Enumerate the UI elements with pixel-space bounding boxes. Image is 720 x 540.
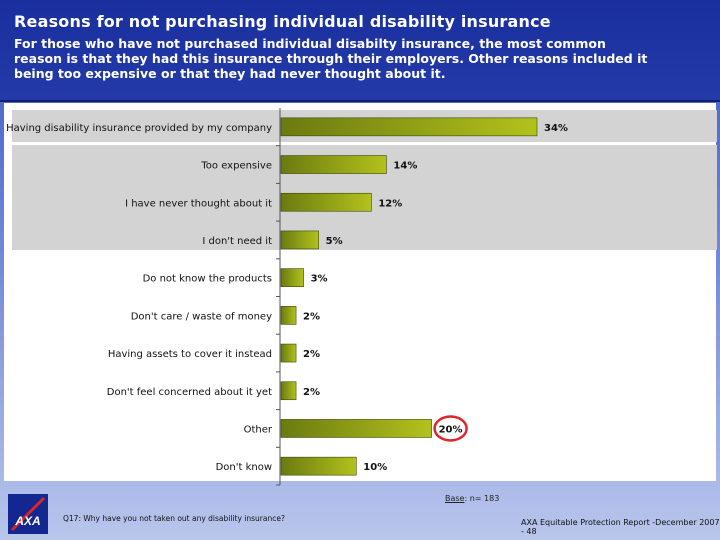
data-label: 20% [439, 424, 463, 435]
page-title: Reasons for not purchasing individual di… [14, 12, 551, 31]
category-label: Don't know [216, 462, 272, 473]
category-label: I have never thought about it [125, 198, 272, 209]
bar [280, 419, 432, 438]
category-label: Having assets to cover it instead [108, 349, 272, 360]
data-label: 12% [378, 198, 402, 209]
data-label: 10% [363, 462, 387, 473]
base-value: : n= 183 [464, 494, 500, 503]
highlight-circle [433, 415, 468, 442]
bar [280, 268, 304, 287]
bar [280, 230, 319, 250]
base-label: Base [445, 494, 465, 503]
bar [280, 456, 357, 476]
data-label: 2% [303, 311, 320, 322]
header-band: Reasons for not purchasing individual di… [0, 0, 720, 102]
data-label: 14% [393, 161, 417, 172]
category-label: Do not know the products [143, 274, 272, 285]
axa-logo: AXA [8, 494, 48, 534]
data-label: 5% [326, 236, 343, 247]
bar [280, 343, 297, 363]
footer-reference: AXA Equitable Protection Report -Decembe… [521, 518, 720, 536]
data-label: 34% [544, 123, 568, 134]
category-label: Other [244, 424, 273, 435]
bar [280, 155, 387, 174]
category-label: Having disability insurance provided by … [6, 123, 272, 134]
logo-text: AXA [14, 514, 40, 528]
data-label: 2% [303, 387, 320, 398]
bar [280, 117, 538, 137]
bar [280, 381, 297, 401]
category-label: I don't need it [202, 236, 272, 247]
bar [280, 192, 372, 212]
data-label: 2% [303, 349, 320, 360]
question-text: Q17: Why have you not taken out any disa… [63, 514, 285, 523]
category-label: Too expensive [200, 161, 272, 172]
category-label: Don't feel concerned about it yet [107, 387, 272, 398]
category-label: Don't care / waste of money [131, 311, 272, 322]
page-subtitle: For those who have not purchased individ… [14, 36, 648, 81]
data-label: 3% [311, 274, 328, 285]
axa-logo-mark: AXA [10, 496, 46, 532]
bar [280, 306, 297, 325]
base-note: Base: n= 183 [445, 494, 499, 503]
